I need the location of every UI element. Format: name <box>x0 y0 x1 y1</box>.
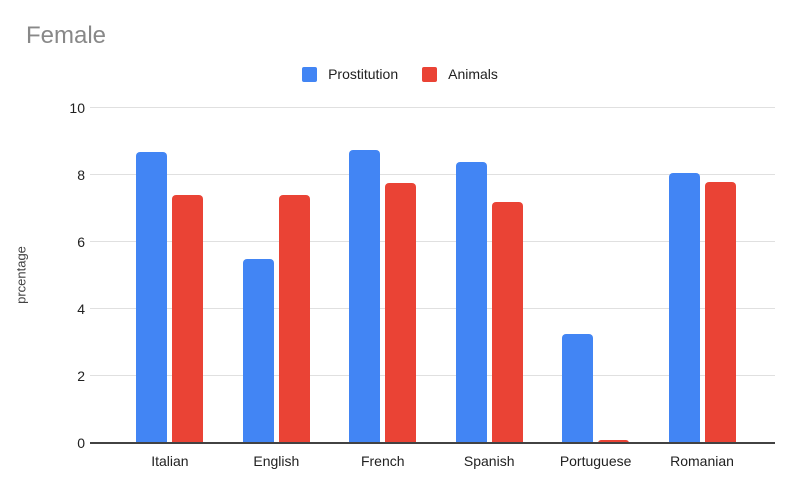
bar-italian-animals <box>172 195 204 443</box>
gridline-y6 <box>90 241 775 242</box>
bar-portuguese-prostitution <box>562 334 594 443</box>
y-tick-label-0: 0 <box>77 435 85 451</box>
gridline-y10 <box>90 107 775 108</box>
y-axis-title: prcentage <box>13 246 29 304</box>
x-axis-label-italian: Italian <box>151 453 189 469</box>
bar-english-animals <box>278 195 310 443</box>
x-axis-label-romanian: Romanian <box>670 453 734 469</box>
y-tick-label-2: 2 <box>77 368 85 384</box>
legend-label: Animals <box>448 66 498 82</box>
legend-label: Prostitution <box>328 66 399 82</box>
bar-group-italian <box>136 108 204 443</box>
legend-item-prostitution: Prostitution <box>302 66 398 82</box>
y-tick-label-6: 6 <box>77 234 85 250</box>
bar-group-spanish <box>455 108 523 443</box>
bars-container <box>97 108 775 443</box>
x-axis-line <box>90 442 775 444</box>
bar-group-portuguese <box>562 108 630 443</box>
y-tick-label-4: 4 <box>77 301 85 317</box>
gridline-y8 <box>90 174 775 175</box>
x-axis-label-french: French <box>360 453 405 469</box>
x-axis-label-portuguese: Portuguese <box>559 453 632 469</box>
x-axis-label-english: English <box>253 453 300 469</box>
bar-french-animals <box>385 183 417 443</box>
bar-italian-prostitution <box>136 151 168 443</box>
y-tick-label-8: 8 <box>77 167 85 183</box>
x-axis-labels: Italian English French Spanish Portuguese Rom… <box>97 453 775 469</box>
gridline-y4 <box>90 308 775 309</box>
bar-english-prostitution <box>242 258 274 443</box>
legend-swatch-prostitution <box>302 66 318 82</box>
x-axis-label-spanish: Spanish <box>463 453 515 469</box>
bar-romanian-prostitution <box>668 173 700 443</box>
gridline-y2 <box>90 375 775 376</box>
bar-french-prostitution <box>349 149 381 443</box>
legend: Prostitution Animals <box>0 66 800 82</box>
bar-spanish-prostitution <box>455 161 487 443</box>
legend-item-animals: Animals <box>422 66 498 82</box>
bar-spanish-animals <box>491 201 523 443</box>
bar-group-french <box>349 108 417 443</box>
bar-group-romanian <box>668 108 736 443</box>
plot-area: 0 2 4 6 8 10 <box>69 100 775 451</box>
y-tick-label-10: 10 <box>69 100 85 116</box>
legend-swatch-animals <box>422 66 438 82</box>
bar-romanian-animals <box>704 181 736 443</box>
bar-portuguese-animals <box>598 440 630 443</box>
chart-title: Female <box>26 22 107 49</box>
bar-group-english <box>242 108 310 443</box>
